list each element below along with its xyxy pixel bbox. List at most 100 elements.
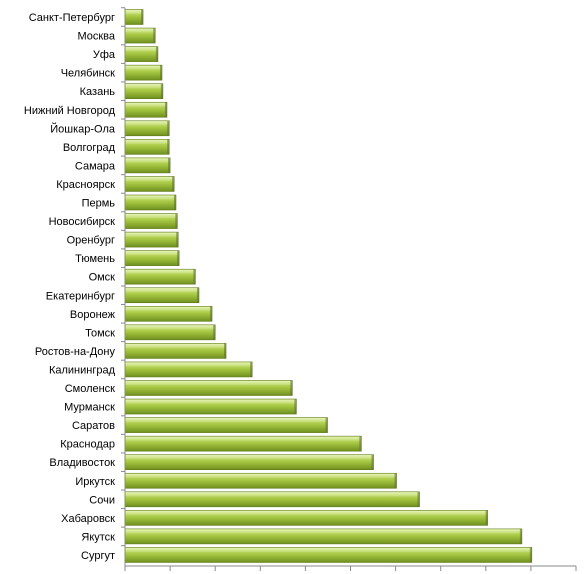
bar-highlight [125, 232, 178, 237]
bar-group [124, 120, 170, 137]
bar-highlight [125, 10, 143, 14]
bar-highlight [125, 547, 532, 552]
bar-highlight [125, 158, 170, 163]
category-label: Воронеж [70, 309, 116, 321]
category-label: Новосибирск [49, 216, 116, 228]
bar-highlight [125, 195, 176, 200]
bar-end-cap [176, 232, 179, 248]
category-label: Екатеринбург [46, 290, 115, 302]
bar-highlight [125, 84, 163, 89]
category-label: Краснодар [60, 439, 115, 451]
bar-highlight [125, 399, 296, 404]
bar-group [124, 510, 488, 526]
category-label: Владивосток [49, 457, 115, 469]
bar-highlight [125, 28, 155, 33]
category-label: Тюмень [75, 253, 115, 265]
bar-highlight [125, 288, 199, 293]
bar-end-cap [417, 491, 420, 507]
bar-end-cap [394, 473, 397, 489]
category-label: Сургут [81, 550, 115, 562]
bar-group [124, 213, 178, 229]
bar-highlight [125, 492, 420, 497]
bar-end-cap [485, 510, 488, 526]
bar-highlight [125, 325, 215, 330]
category-label: Смоленск [65, 383, 115, 395]
category-label: Мурманск [64, 402, 115, 414]
bar-highlight [125, 121, 169, 126]
bar-highlight [125, 381, 292, 385]
bar-group [124, 46, 159, 62]
category-label: Саратов [72, 420, 115, 432]
bar-group [124, 194, 177, 211]
bar-end-cap [167, 120, 170, 136]
bar-group [124, 491, 420, 508]
category-label: Казань [80, 86, 116, 98]
category-label: Ростов-на-Дону [35, 346, 116, 358]
axes-group [121, 7, 577, 571]
bar-group [124, 27, 156, 44]
bars-group [124, 9, 533, 563]
bar-end-cap [290, 380, 293, 396]
bar-group [124, 398, 297, 415]
bar-group [124, 380, 293, 396]
bar-end-cap [193, 269, 196, 285]
category-label: Самара [75, 160, 116, 172]
bar-group [124, 528, 523, 545]
category-label: Волгоград [63, 142, 116, 154]
bar-group [124, 287, 200, 304]
bar-end-cap [529, 547, 532, 563]
bar-end-cap [213, 324, 216, 340]
bar-highlight [125, 47, 158, 52]
category-label: Омск [89, 272, 116, 284]
bar-group [124, 231, 179, 248]
bar-end-cap [164, 102, 167, 118]
bar-highlight [125, 214, 177, 219]
bar-end-cap [141, 9, 144, 25]
bar-group [124, 250, 180, 266]
bar-end-cap [159, 65, 162, 81]
bar-group [124, 9, 144, 25]
bar-end-cap [168, 157, 171, 173]
bar-end-cap [172, 176, 175, 192]
bar-group [124, 64, 163, 81]
category-label: Томск [85, 327, 115, 339]
category-label: Уфа [93, 49, 116, 61]
bar-group [124, 157, 171, 174]
category-label: Пермь [82, 198, 116, 210]
bar-highlight [125, 102, 167, 107]
bar-group [124, 139, 170, 155]
bar-end-cap [153, 28, 156, 44]
category-label: Нижний Новгород [24, 105, 116, 117]
bar-highlight [125, 139, 169, 144]
bar-end-cap [175, 213, 178, 229]
bar-highlight [125, 343, 226, 348]
category-label: Москва [77, 31, 115, 43]
category-label: Иркутск [75, 476, 115, 488]
bar-highlight [125, 65, 162, 70]
bar-group [124, 101, 168, 118]
category-label: Якутск [81, 531, 115, 543]
bar-group [124, 361, 253, 378]
category-label: Калининград [49, 364, 116, 376]
category-label: Челябинск [61, 68, 115, 80]
bar-end-cap [371, 454, 374, 470]
bar-highlight [125, 436, 361, 441]
bar-highlight [125, 473, 397, 478]
bar-highlight [125, 510, 488, 515]
bar-end-cap [167, 139, 170, 155]
bar-group [124, 176, 175, 192]
category-label: Оренбург [67, 235, 115, 247]
bar-highlight [125, 306, 212, 311]
bar-end-cap [155, 46, 158, 62]
bar-highlight [125, 362, 252, 367]
bar-highlight [125, 176, 174, 181]
bar-end-cap [250, 361, 253, 377]
bar-end-cap [224, 343, 227, 359]
bar-highlight [125, 418, 327, 423]
bar-highlight [125, 455, 374, 460]
bar-end-cap [519, 528, 522, 544]
category-label: Санкт-Петербург [29, 12, 115, 24]
bar-group [124, 305, 213, 322]
bar-group [124, 547, 533, 563]
